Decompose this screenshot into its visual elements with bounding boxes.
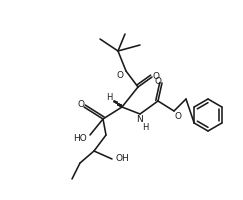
Text: OH: OH	[115, 154, 129, 163]
Text: H: H	[142, 122, 148, 131]
Text: H: H	[106, 93, 112, 102]
Text: O: O	[153, 72, 159, 81]
Text: O: O	[116, 71, 123, 80]
Text: O: O	[155, 77, 162, 86]
Text: HO: HO	[73, 134, 87, 143]
Text: O: O	[174, 112, 182, 121]
Text: O: O	[78, 100, 85, 109]
Text: N: N	[136, 115, 142, 124]
